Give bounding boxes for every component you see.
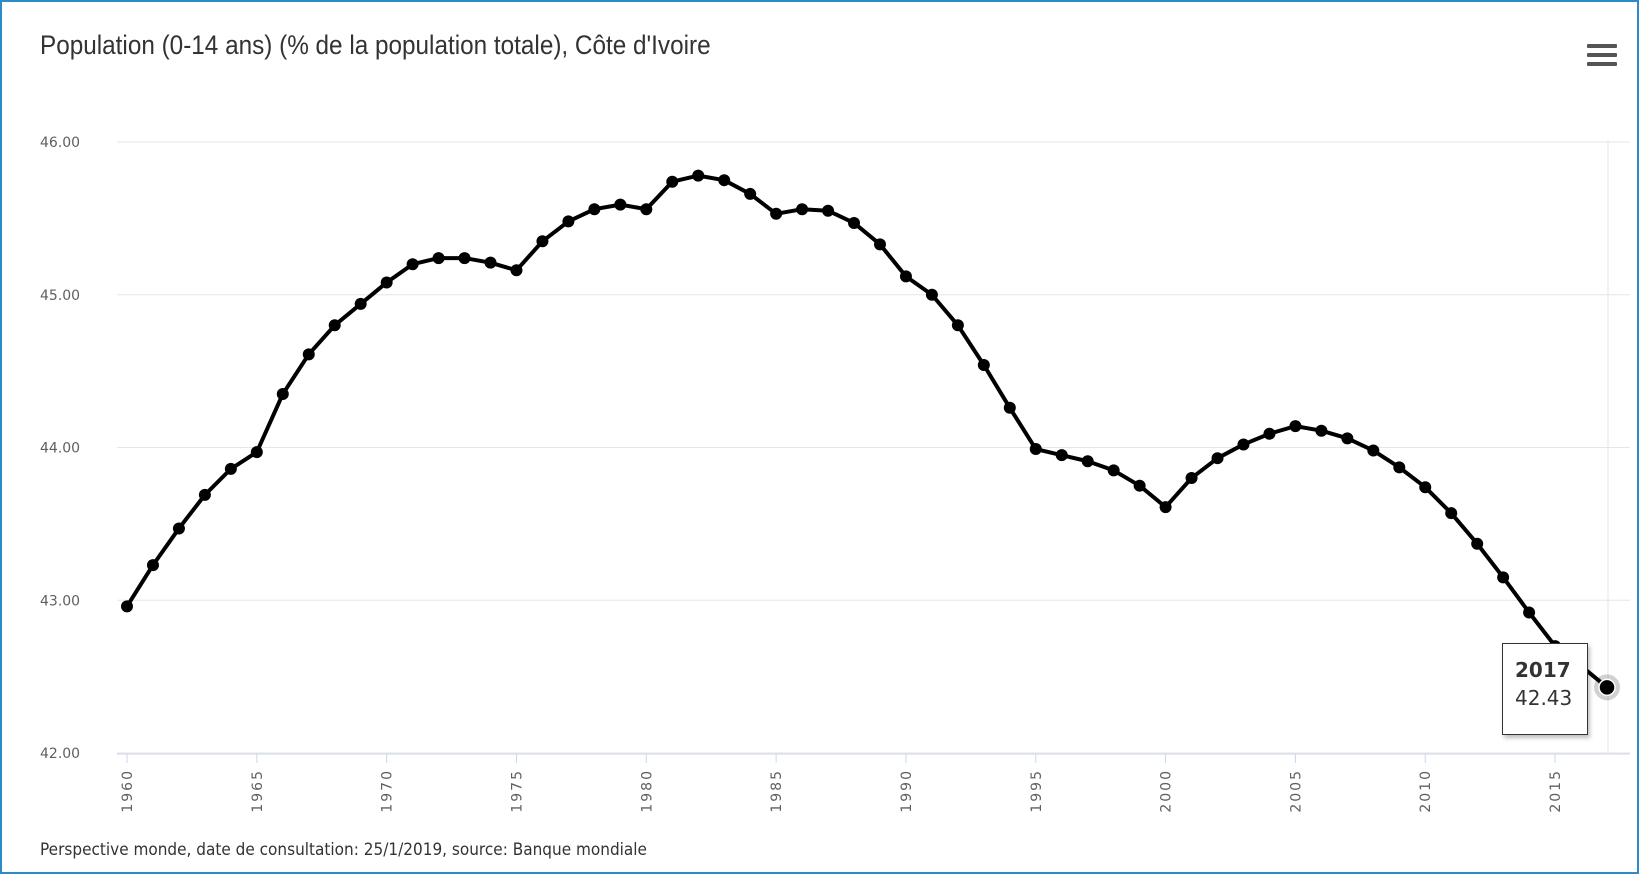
x-tick-label: 1980 [639,769,655,813]
data-point[interactable] [1341,432,1354,445]
data-point[interactable] [614,198,627,211]
data-point[interactable] [977,359,990,372]
data-point[interactable] [1289,420,1302,433]
data-point[interactable] [536,235,549,248]
data-point[interactable] [562,215,575,228]
data-points [121,169,1620,701]
x-tick-label: 2015 [1548,769,1564,813]
data-point[interactable] [146,559,159,572]
y-tick-label: 43.00 [40,593,80,609]
data-point[interactable] [510,264,523,277]
data-point[interactable] [458,252,471,265]
data-point[interactable] [666,175,679,188]
tooltip-year: 2017 [1515,658,1571,682]
data-point[interactable] [1159,501,1172,514]
data-point[interactable] [718,174,731,187]
x-tick-label: 2005 [1288,769,1304,813]
hamburger-menu-icon[interactable] [1587,44,1617,72]
data-point[interactable] [1003,401,1016,414]
data-point[interactable] [1029,443,1042,456]
tooltip-value: 42.43 [1515,686,1573,710]
data-point[interactable] [198,488,211,501]
data-point[interactable] [796,203,809,216]
data-point[interactable] [354,297,367,310]
data-point[interactable] [951,319,964,332]
x-tick-label: 1990 [899,769,915,813]
data-point[interactable] [1315,424,1328,437]
data-point[interactable] [1263,427,1276,440]
data-point[interactable] [1055,449,1068,462]
data-point[interactable] [328,319,341,332]
data-point[interactable] [873,238,886,251]
x-tick-label: 1970 [380,769,396,813]
data-point[interactable] [406,258,419,271]
data-point[interactable] [1598,678,1616,697]
data-point[interactable] [1497,571,1510,584]
data-point[interactable] [1367,444,1380,457]
data-point[interactable] [250,446,263,459]
tooltip: 2017 42.43 [1502,643,1588,735]
data-point[interactable] [692,169,705,182]
data-point[interactable] [1211,452,1224,465]
x-tick-label: 1960 [120,769,136,813]
data-point[interactable] [640,203,653,216]
data-point[interactable] [380,276,393,289]
x-tick-label: 1985 [769,769,785,813]
data-point[interactable] [1393,461,1406,474]
y-tick-label: 46.00 [40,135,80,151]
data-point[interactable] [1419,481,1432,494]
x-tick-label: 2010 [1418,769,1434,813]
data-point[interactable] [1133,479,1146,492]
data-point[interactable] [588,203,601,216]
x-tick-label: 1965 [250,769,266,813]
series-line [125,173,1609,689]
data-point[interactable] [899,270,912,283]
gridlines [117,140,1630,754]
data-point[interactable] [925,288,938,301]
data-point[interactable] [276,388,289,401]
data-point[interactable] [1523,606,1536,619]
data-point[interactable] [1185,472,1198,485]
data-point[interactable] [822,204,835,217]
y-tick-label: 45.00 [40,288,80,304]
data-point[interactable] [744,187,757,200]
data-point[interactable] [1471,537,1484,550]
x-tick-label: 1995 [1029,769,1045,813]
y-tick-label: 42.00 [40,746,80,762]
data-point[interactable] [224,462,237,475]
data-point[interactable] [432,252,445,265]
data-point[interactable] [1107,464,1120,477]
x-tick-label: 2000 [1159,769,1175,813]
y-tick-label: 44.00 [40,441,80,457]
data-point[interactable] [1081,455,1094,468]
data-point[interactable] [302,348,315,361]
data-point[interactable] [1237,438,1250,451]
data-point[interactable] [484,256,497,269]
x-tick-label: 1975 [509,769,525,813]
x-axis: 1960 1965 1970 1975 1980 1985 1990 1995 2000 2005… [117,753,1630,813]
chart-title: Population (0-14 ans) (% de la populatio… [40,30,711,60]
series-line [125,173,1609,689]
data-point[interactable] [770,207,783,220]
data-point[interactable] [1445,507,1458,520]
data-point[interactable] [848,216,861,229]
chart-footer: Perspective monde, date de consultation:… [40,840,647,860]
y-axis-ticks: 42.00 43.00 44.00 45.00 46.00 [40,135,80,762]
data-point[interactable] [121,600,133,613]
data-point[interactable] [172,522,185,535]
